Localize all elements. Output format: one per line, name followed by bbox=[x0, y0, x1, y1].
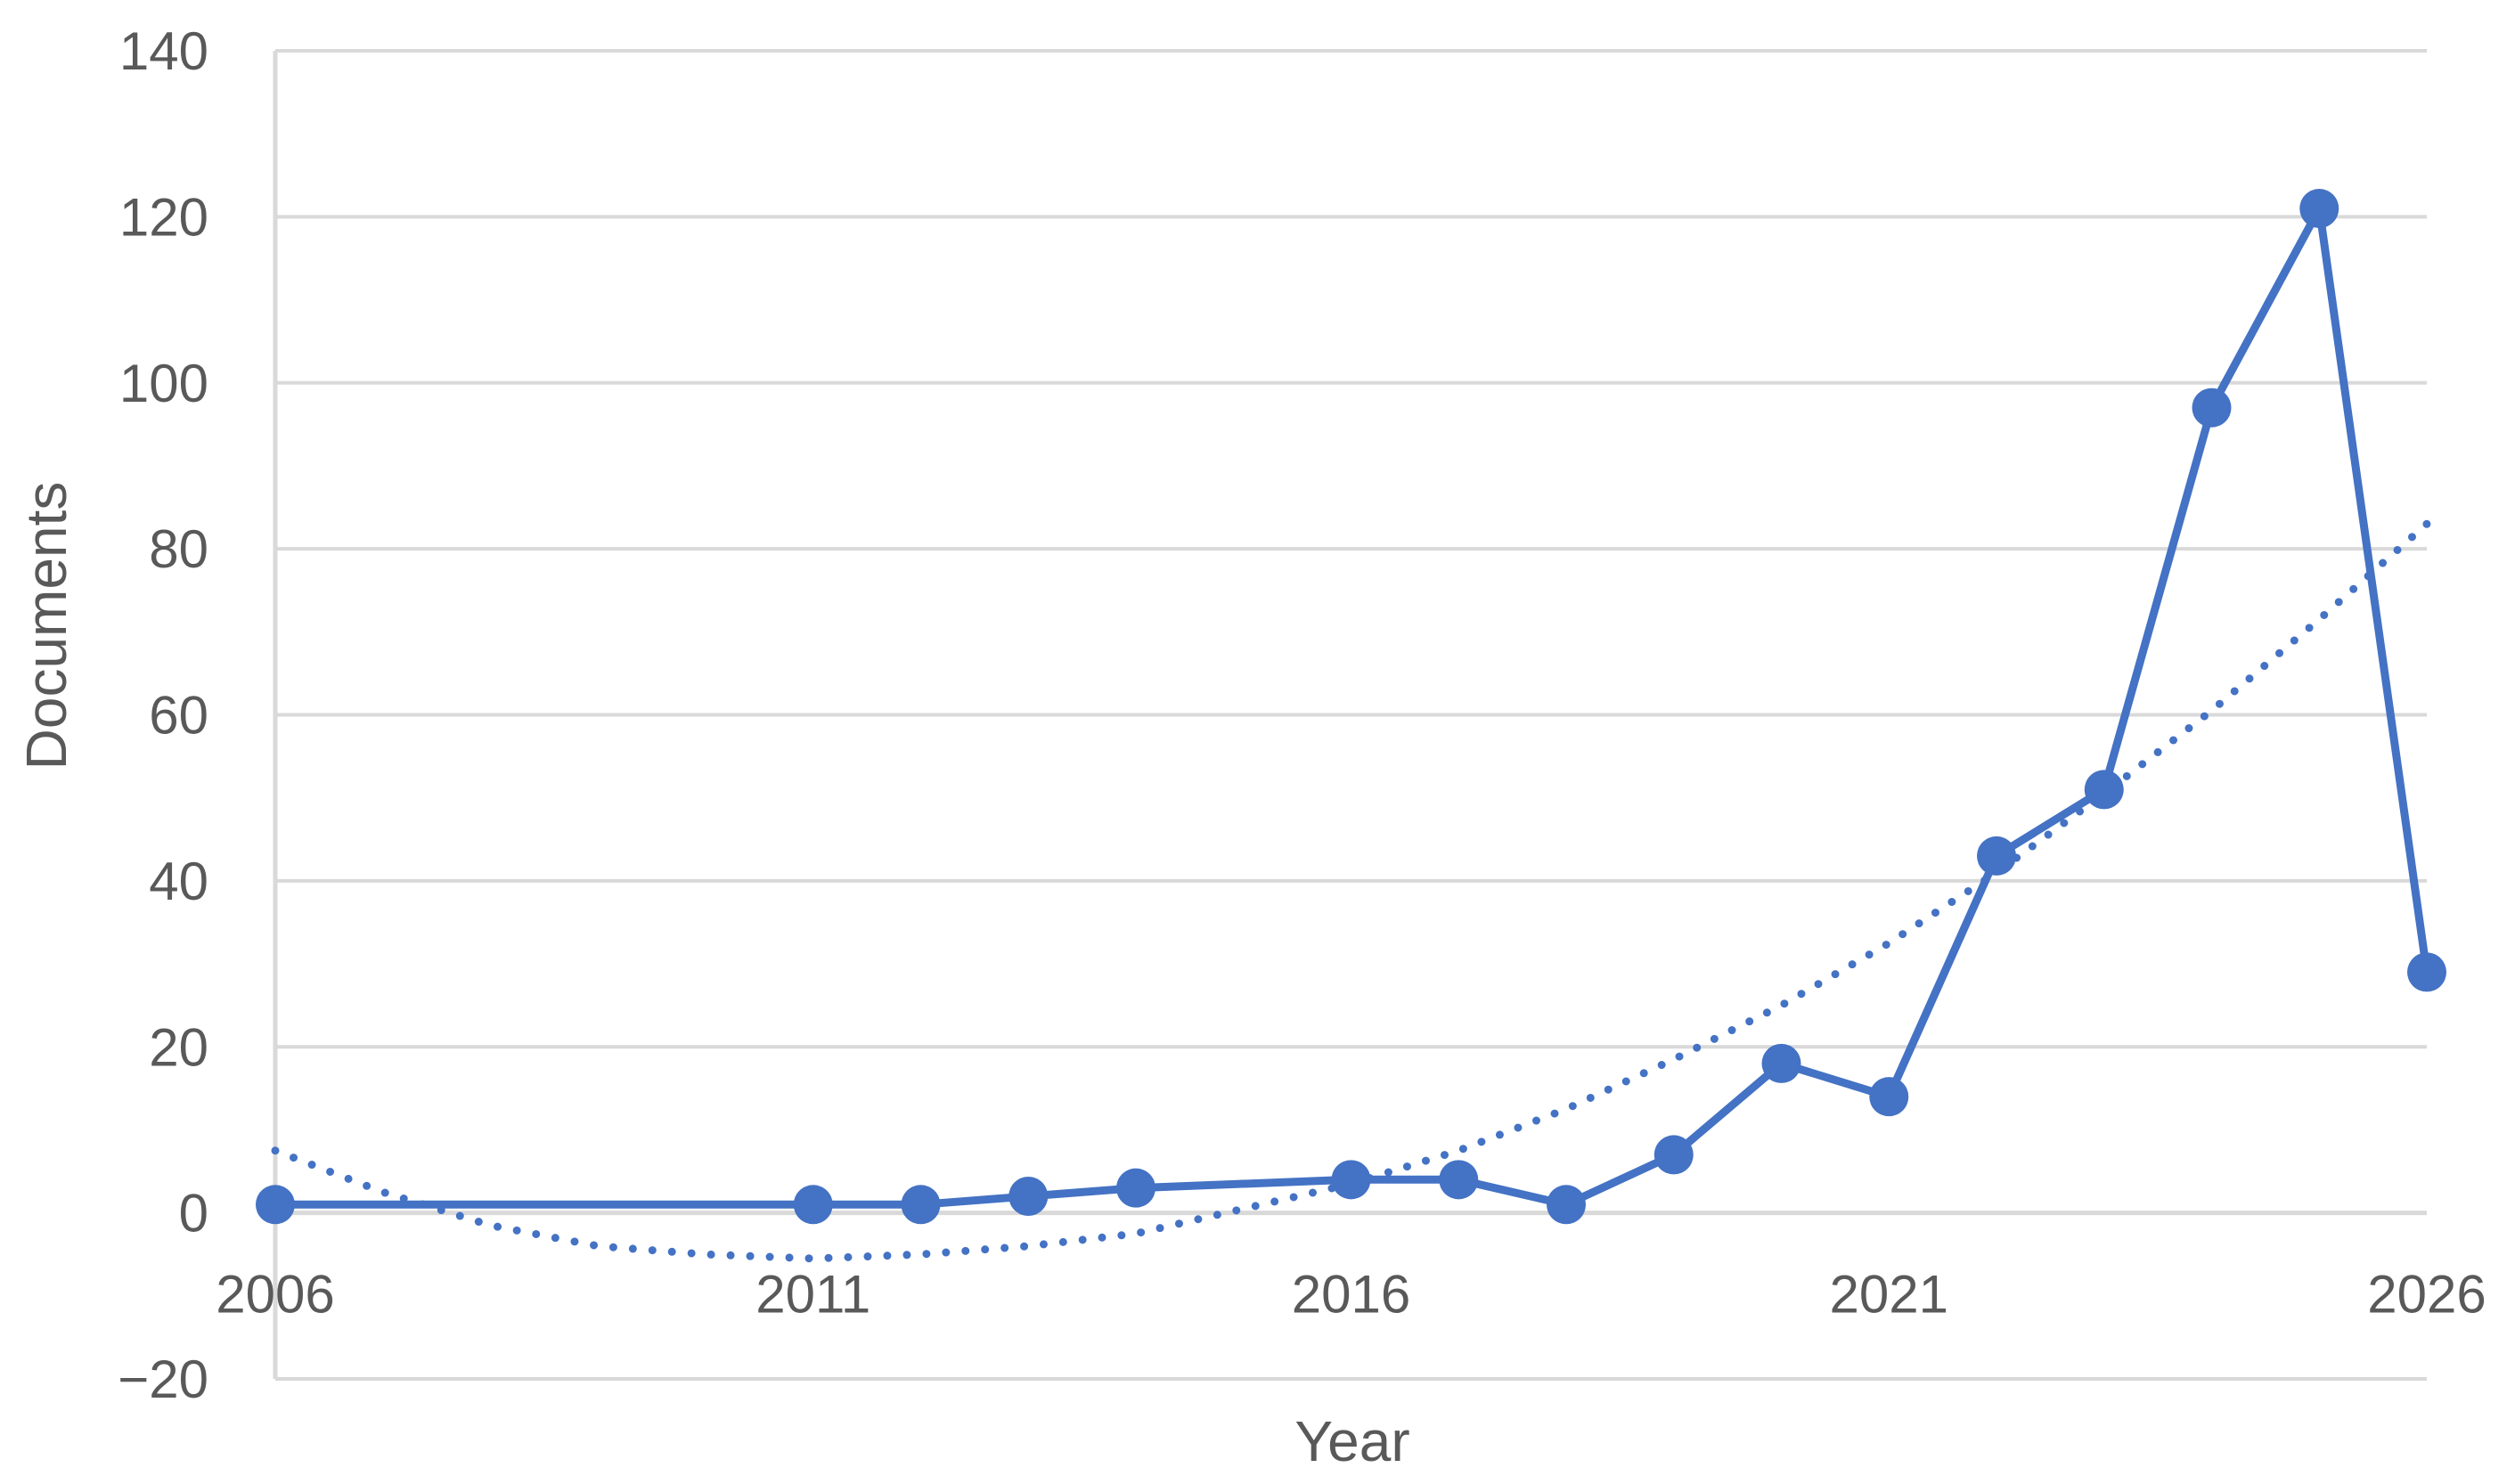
y-tick-label: 100 bbox=[119, 354, 208, 413]
x-axis-title: Year bbox=[1294, 1409, 1409, 1473]
y-tick-label: 140 bbox=[119, 21, 208, 81]
y-tick-label: 0 bbox=[179, 1184, 208, 1243]
data-point bbox=[256, 1185, 295, 1225]
y-tick-label: −20 bbox=[118, 1349, 208, 1409]
data-point bbox=[1331, 1160, 1371, 1200]
data-point bbox=[1977, 836, 2016, 876]
y-tick-label: 60 bbox=[149, 686, 208, 746]
y-tick-label: 20 bbox=[149, 1017, 208, 1077]
data-point bbox=[1116, 1168, 1155, 1208]
data-point bbox=[1654, 1135, 1694, 1175]
y-tick-labels: −20 0 20 40 60 80 100 120 140 bbox=[118, 21, 208, 1409]
axes bbox=[273, 51, 2427, 1379]
data-point bbox=[2299, 189, 2339, 229]
x-tick-label: 2006 bbox=[216, 1265, 334, 1325]
series bbox=[256, 189, 2446, 1263]
x-tick-label: 2026 bbox=[2367, 1265, 2486, 1325]
trendline bbox=[271, 519, 2431, 1263]
data-point bbox=[901, 1185, 941, 1225]
series-line bbox=[271, 204, 2431, 1209]
gridlines bbox=[275, 49, 2427, 1381]
y-tick-label: 80 bbox=[149, 519, 208, 579]
data-point bbox=[1008, 1176, 1049, 1216]
data-point bbox=[1439, 1160, 1479, 1200]
data-point bbox=[2407, 952, 2446, 992]
y-tick-label: 120 bbox=[119, 187, 208, 247]
x-tick-label: 2016 bbox=[1292, 1265, 1410, 1325]
y-tick-label: 40 bbox=[149, 852, 208, 911]
data-point bbox=[793, 1185, 833, 1225]
x-tick-label: 2011 bbox=[755, 1265, 870, 1325]
data-point bbox=[1761, 1043, 1801, 1083]
data-point bbox=[1547, 1185, 1586, 1225]
y-axis-title: Documents bbox=[14, 482, 78, 771]
x-tick-labels: 2006 2011 2016 2021 2026 bbox=[216, 1265, 2486, 1325]
x-tick-label: 2021 bbox=[1830, 1265, 1948, 1325]
data-point bbox=[2192, 387, 2232, 428]
data-point bbox=[1869, 1077, 1909, 1117]
data-point bbox=[2084, 770, 2124, 810]
